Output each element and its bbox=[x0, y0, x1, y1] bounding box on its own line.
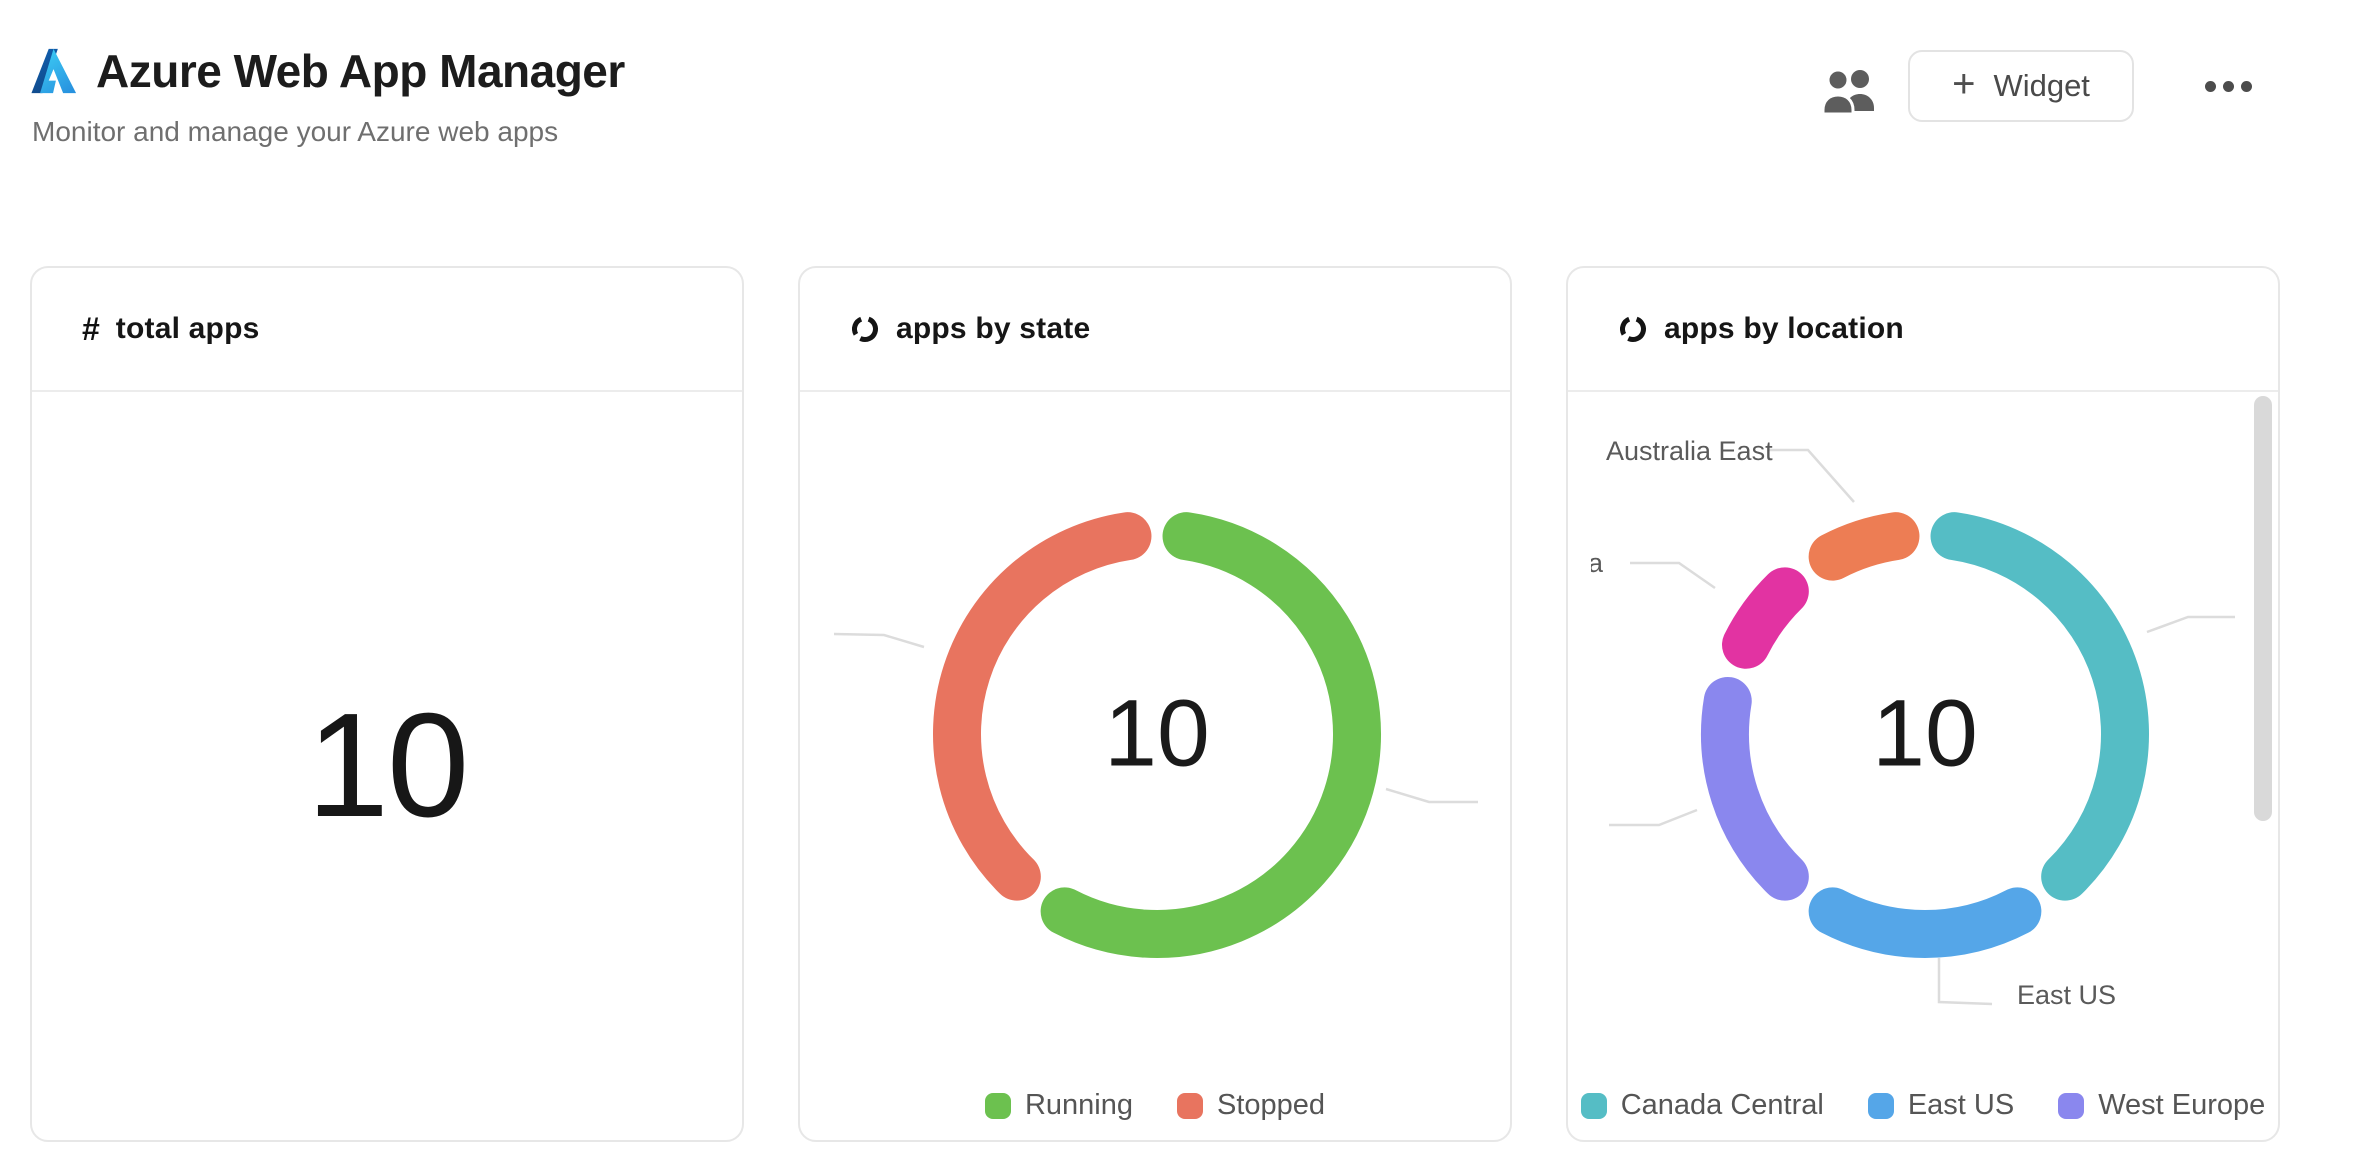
add-widget-button[interactable]: + Widget bbox=[1908, 50, 2134, 122]
people-icon bbox=[1821, 68, 1874, 116]
legend-item-running[interactable]: Running bbox=[984, 1089, 1133, 1122]
donut-segment-Australia East[interactable] bbox=[1808, 512, 1920, 581]
leader-line bbox=[1630, 561, 1716, 590]
apps-by-state-card-title: apps by state bbox=[896, 312, 1091, 345]
apps-by-location-card: apps by location 10 Australia East East … bbox=[1566, 266, 2280, 1142]
legend-label: Running bbox=[1024, 1089, 1133, 1121]
leader-line bbox=[1768, 448, 1855, 503]
donut-chart-icon bbox=[1620, 316, 1646, 343]
donut-segment-West Europe[interactable] bbox=[1701, 676, 1809, 901]
apps-by-location-card-title: apps by location bbox=[1664, 312, 1904, 345]
total-apps-value: 10 bbox=[306, 683, 470, 848]
state-donut-center-value: 10 bbox=[1104, 680, 1210, 787]
donut-segment-a[interactable] bbox=[1722, 567, 1809, 669]
callout-label-clipped: a bbox=[1591, 548, 1603, 579]
legend-swatch bbox=[1867, 1092, 1894, 1119]
legend-item-west-europe[interactable]: West Europe bbox=[2058, 1089, 2265, 1122]
leader-line bbox=[1385, 787, 1478, 804]
page-title: Azure Web App Manager bbox=[96, 45, 625, 97]
azure-logo bbox=[31, 48, 77, 94]
donut-segment-Canada Central[interactable] bbox=[1930, 512, 2149, 901]
leader-line bbox=[1609, 808, 1698, 827]
plus-icon: + bbox=[1952, 62, 1976, 106]
add-widget-label: Widget bbox=[1993, 68, 2090, 103]
apps-by-state-card: apps by state 10 Running Stopped bbox=[798, 266, 1512, 1142]
total-apps-card-header: # total apps bbox=[32, 268, 742, 392]
callout-label-australia-east: Australia East bbox=[1606, 436, 1773, 466]
legend-label: East US bbox=[1907, 1089, 2015, 1121]
legend-label: Stopped bbox=[1216, 1089, 1326, 1121]
legend-swatch bbox=[1580, 1092, 1607, 1119]
donut-chart-icon bbox=[852, 316, 878, 343]
legend-swatch bbox=[984, 1092, 1011, 1119]
leader-line bbox=[1937, 958, 1993, 1006]
legend-label: West Europe bbox=[2098, 1089, 2266, 1121]
legend-swatch bbox=[2058, 1092, 2085, 1119]
location-donut-chart bbox=[1609, 448, 2235, 1006]
people-button[interactable] bbox=[1821, 68, 1880, 116]
ellipsis-icon bbox=[2204, 80, 2216, 92]
legend-item-canada-central[interactable]: Canada Central bbox=[1580, 1089, 1824, 1122]
legend-label: Canada Central bbox=[1620, 1089, 1824, 1121]
total-apps-card-title: total apps bbox=[115, 312, 260, 345]
legend-item-stopped[interactable]: Stopped bbox=[1176, 1089, 1326, 1122]
donut-segment-Stopped[interactable] bbox=[933, 512, 1152, 901]
leader-line bbox=[833, 632, 925, 649]
callout-label-east-us: East US bbox=[2017, 980, 2117, 1010]
more-menu-button[interactable] bbox=[2200, 66, 2256, 106]
donut-segment-East US[interactable] bbox=[1808, 887, 2042, 958]
state-chart-legend: Running Stopped bbox=[800, 1089, 1510, 1122]
page-subtitle: Monitor and manage your Azure web apps bbox=[32, 116, 559, 147]
legend-item-east-us[interactable]: East US bbox=[1867, 1089, 2015, 1122]
apps-by-state-card-header: apps by state bbox=[800, 268, 1510, 392]
total-apps-card: # total apps 10 bbox=[30, 266, 744, 1142]
legend-swatch bbox=[1176, 1092, 1203, 1119]
donut-segment-Running[interactable] bbox=[1040, 512, 1381, 958]
leader-line bbox=[2146, 615, 2235, 634]
apps-by-location-card-header: apps by location bbox=[1568, 268, 2278, 392]
state-donut-chart bbox=[833, 512, 1478, 958]
location-donut-center-value: 10 bbox=[1872, 680, 1978, 787]
location-chart-legend: Canada Central East US West Europe bbox=[1568, 1089, 2278, 1122]
hash-icon: # bbox=[82, 311, 100, 347]
app-header: Azure Web App Manager Monitor and manage… bbox=[30, 44, 2366, 224]
card-scrollbar-thumb[interactable] bbox=[2254, 396, 2272, 821]
